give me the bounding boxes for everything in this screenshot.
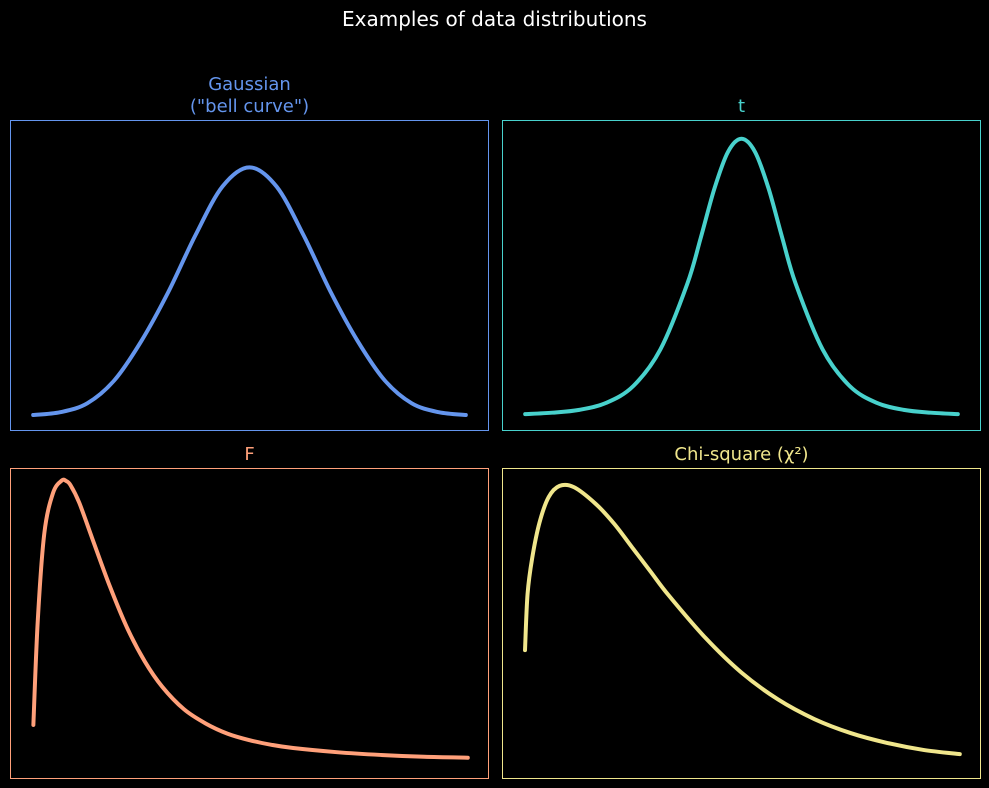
f-panel: F: [10, 442, 489, 779]
gaussian-panel: Gaussian ("bell curve"): [10, 72, 489, 431]
panel-title: Chi-square (χ²): [674, 444, 809, 465]
plot-frame: [10, 468, 489, 779]
panel-title: F: [244, 444, 255, 465]
figure-title: Examples of data distributions: [342, 7, 647, 31]
chi-square-plot: [523, 482, 962, 757]
plot-frame: [502, 468, 981, 779]
plot-frame: [502, 120, 981, 431]
t-plot: [523, 136, 960, 417]
distribution-curve: [31, 165, 468, 418]
t-panel: t: [502, 94, 981, 431]
panel-title: Gaussian ("bell curve"): [189, 74, 310, 117]
plot-frame: [10, 120, 489, 431]
f-plot: [31, 477, 470, 760]
panel-title: t: [737, 96, 746, 117]
distribution-curve: [523, 482, 962, 757]
distribution-curve: [31, 477, 470, 760]
distribution-curve: [523, 136, 960, 417]
chi-square-panel: Chi-square (χ²): [502, 442, 981, 779]
gaussian-plot: [31, 165, 468, 418]
